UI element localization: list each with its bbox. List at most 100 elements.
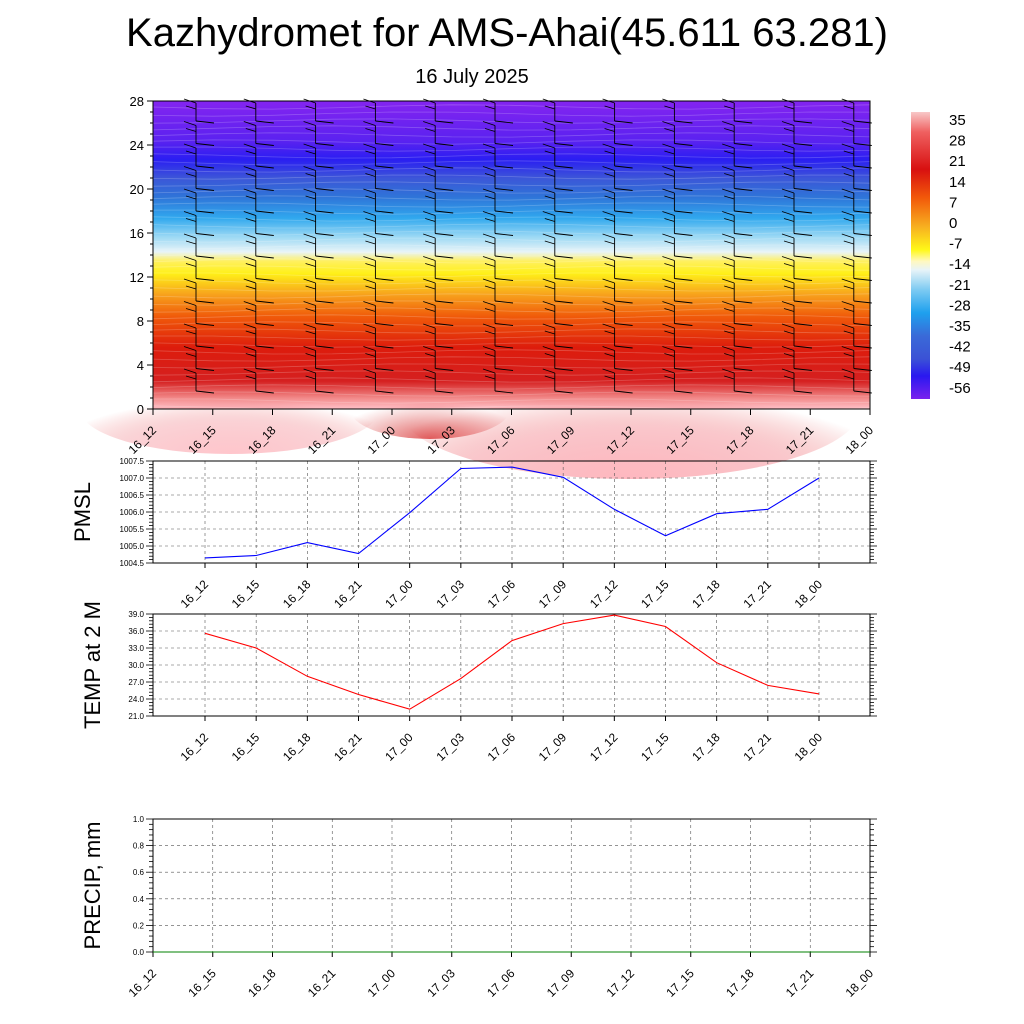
wind-barb	[722, 323, 753, 349]
contour-line	[152, 265, 871, 271]
x-tick-label: 17_15	[638, 577, 672, 611]
wind-barb	[602, 346, 633, 371]
wind-barb	[602, 301, 633, 326]
colorbar-labels: 35 28 21 14 7 0 -7 -14 -21 -28 -35 -42 -49 -56	[949, 112, 971, 397]
wind-barb	[602, 211, 633, 236]
contour-line	[152, 258, 871, 264]
wind-barb	[303, 323, 334, 349]
wind-barb	[662, 143, 693, 169]
wind-barb	[363, 278, 394, 304]
y-axis-title: PRECIP, mm	[80, 822, 105, 950]
wind-barb	[303, 278, 334, 304]
wind-barb	[303, 301, 334, 326]
wind-barb	[841, 346, 872, 371]
contour-line	[152, 202, 871, 208]
x-tick-label: 17_18	[723, 966, 757, 1000]
wind-barb	[542, 346, 573, 371]
colorbar-label: 28	[949, 133, 966, 150]
y-tick-label: 30.0	[128, 661, 144, 670]
wind-barb	[781, 256, 813, 281]
x-tick-label: 17_09	[544, 966, 578, 1000]
wind-barb	[542, 301, 573, 326]
wind-barb	[363, 143, 394, 169]
series-line	[204, 614, 820, 710]
colorbar-label: -21	[949, 277, 971, 294]
contour-line	[152, 216, 871, 222]
wind-barb	[243, 166, 274, 191]
wind-barb	[781, 143, 813, 169]
wind-barb	[183, 121, 215, 146]
x-tick-label: 17_03	[424, 966, 458, 1000]
wind-barb	[722, 278, 753, 304]
wind-barb	[482, 143, 514, 169]
contour-line	[153, 335, 871, 341]
contour-line	[152, 223, 871, 229]
wind-barb	[602, 323, 633, 349]
wind-barb	[602, 143, 633, 169]
wind-barb	[841, 301, 872, 326]
wind-barb	[303, 121, 334, 146]
section-y-tick-label: 12	[130, 270, 144, 285]
wind-barb	[722, 368, 753, 394]
series-line	[204, 466, 820, 559]
x-tick-label: 16_18	[280, 577, 314, 611]
y-tick-label: 0.8	[133, 842, 145, 851]
wind-barb	[781, 346, 813, 371]
contour-line	[152, 391, 871, 397]
contour-line	[153, 398, 871, 404]
wind-barb	[662, 323, 693, 349]
x-tick-label: 16_12	[178, 730, 212, 764]
wind-barb	[363, 188, 394, 214]
wind-barb	[423, 121, 454, 146]
wind-barb	[243, 368, 274, 394]
x-tick-label: 17_00	[382, 577, 416, 611]
contour-line	[152, 104, 871, 110]
wind-barb	[542, 233, 573, 259]
wind-barb	[363, 346, 394, 371]
temp2m-panel: 16_12 16_15 16_18 16_21 17_00 17_03 17_06 17_09…	[80, 601, 877, 764]
wind-barb	[482, 256, 514, 281]
x-tick-label: 16_15	[229, 577, 263, 611]
wind-barb	[602, 256, 633, 281]
wind-barb	[243, 143, 274, 169]
colorbar-label: -14	[949, 256, 971, 273]
wind-barb	[602, 368, 633, 394]
x-tick-label: 17_00	[365, 966, 399, 1000]
wind-barb	[482, 188, 514, 214]
section-y-axis: 0 4 8 12 16 20 24 28	[130, 94, 153, 417]
wind-barb	[722, 188, 753, 214]
x-tick-label: 16_21	[305, 966, 339, 1000]
contour-line	[152, 167, 871, 173]
x-tick-label: 16_15	[185, 966, 219, 1000]
wind-barb	[243, 233, 274, 259]
x-tick-label: 17_21	[783, 966, 817, 1000]
y-tick-label: 0.4	[133, 895, 145, 904]
wind-barb	[781, 278, 813, 304]
wind-barb	[183, 256, 215, 281]
wind-barb	[423, 301, 454, 326]
colorbar: 35 28 21 14 7 0 -7 -14 -21 -28 -35 -42 -49 -56	[911, 112, 971, 399]
contour-line	[153, 272, 871, 278]
wind-barb	[363, 211, 394, 236]
wind-barb	[423, 166, 454, 191]
colorbar-label: -35	[949, 318, 971, 335]
wind-barb	[722, 211, 753, 236]
y-tick-label: 1004.5	[120, 559, 145, 568]
wind-barb	[662, 188, 693, 214]
x-tick-label: 16_21	[331, 577, 365, 611]
x-tick-label: 17_15	[663, 966, 697, 1000]
y-tick-label: 21.0	[128, 712, 144, 721]
y-tick-label: 1.0	[133, 815, 145, 824]
wind-barb	[662, 166, 693, 191]
wind-barb	[602, 188, 633, 214]
x-tick-label: 17_12	[604, 966, 638, 1000]
wind-barb	[722, 256, 753, 281]
x-tick-label: 16_12	[178, 577, 212, 611]
wind-barb	[243, 256, 274, 281]
wind-barb	[602, 166, 633, 191]
wind-barb	[423, 211, 454, 236]
wind-barb	[542, 368, 573, 394]
x-tick-label: 17_18	[689, 730, 723, 764]
wind-barb	[841, 121, 872, 146]
colorbar-label: -7	[949, 236, 962, 253]
